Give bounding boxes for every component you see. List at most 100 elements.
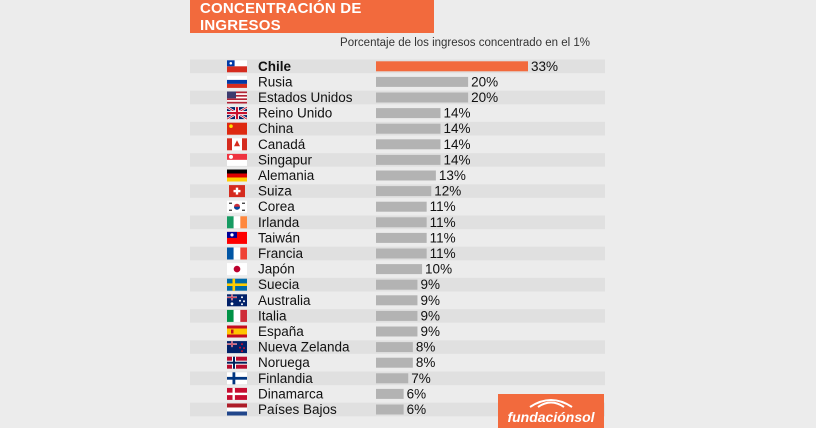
value-label: 7% [411,371,431,386]
chart-row: Suecia 9% [190,277,605,292]
bar [376,357,413,368]
bar [376,295,418,306]
category-label: Canadá [258,137,306,152]
value-label: 11% [430,246,456,261]
value-label: 13% [439,168,466,183]
chile-flag-icon [227,60,247,73]
chart-row: Japón 10% [227,262,452,277]
bar [376,61,528,72]
chart-row: Italia 9% [190,308,605,323]
value-label: 12% [434,184,461,199]
category-label: Nueva Zelanda [258,340,350,355]
value-label: 6% [407,386,427,401]
bar [376,326,418,337]
bar [376,92,469,103]
category-label: Taiwán [258,230,300,245]
chart-row: Australia 9% [227,293,440,308]
bar [376,310,418,321]
category-label: Alemania [258,168,315,183]
usa-flag-icon [227,91,247,104]
chart-title: CONCENTRACIÓN DE INGRESOS [190,0,434,34]
bar [376,76,469,87]
category-label: Reino Unido [258,106,332,121]
fundacionsol-logo: fundaciónsol [498,394,604,428]
france-flag-icon [227,247,247,260]
value-label: 11% [430,230,456,245]
value-label: 11% [430,199,456,214]
bar [376,388,404,399]
chart-row: Noruega 8% [227,355,435,370]
logo-text: fundaciónsol [507,409,595,425]
value-label: 10% [425,262,452,277]
category-label: Australia [258,293,311,308]
category-label: Singapur [258,152,313,167]
russia-flag-icon [227,75,247,88]
chart-row: Irlanda 11% [190,215,605,230]
value-label: 14% [443,106,470,121]
chart-row: Singapur 14% [190,152,605,167]
chart-row: España 9% [227,324,440,339]
bar [376,264,423,275]
value-label: 20% [471,74,498,89]
chart-row: Reino Unido 14% [226,106,471,121]
value-label: 14% [443,137,470,152]
chart-subtitle: Porcentaje de los ingresos concentrado e… [340,37,590,49]
chart-row: Corea 11% [227,199,456,214]
norway-flag-icon [227,356,247,369]
singapore-flag-icon [227,153,247,166]
bar [376,139,441,150]
value-label: 6% [407,402,427,417]
japan-flag-icon [227,263,247,276]
chart-row: Chile 33% [190,59,605,74]
value-label: 8% [416,340,436,355]
eye-logo-icon [529,399,573,408]
new-zealand-flag-icon [227,341,247,354]
value-label: 20% [471,90,498,105]
bar [376,279,418,290]
category-label: Corea [258,199,295,214]
category-label: Irlanda [258,215,300,230]
value-label: 8% [416,355,436,370]
value-label: 9% [420,324,440,339]
category-label: Suecia [258,277,300,292]
bar [376,342,413,353]
korea-flag-icon [227,200,247,213]
category-label: Francia [258,246,304,261]
category-label: Estados Unidos [258,90,353,105]
bar [376,186,432,197]
value-label: 9% [420,277,440,292]
spain-flag-icon [227,325,247,338]
category-label: Noruega [258,355,310,370]
value-label: 11% [430,215,456,230]
value-label: 9% [420,293,440,308]
value-label: 33% [531,59,558,74]
chart-row: China 14% [190,121,605,136]
bar [376,404,404,415]
bar [376,170,436,181]
category-label: España [258,324,304,339]
bar [376,248,427,259]
canada-flag-icon [227,138,247,151]
switzerland-flag-icon [229,185,245,198]
uk-flag-icon [226,106,248,121]
chart-row: Dinamarca 6% [227,386,426,401]
category-label: Italia [258,308,287,323]
category-label: Suiza [258,184,292,199]
chart-row: Estados Unidos 20% [190,90,605,105]
category-label: Dinamarca [258,386,324,401]
ireland-flag-icon [227,216,247,229]
chart-row: Finlandia 7% [190,371,605,386]
denmark-flag-icon [227,387,247,400]
china-flag-icon [227,122,247,135]
bar [376,123,441,134]
category-label: China [258,121,294,136]
bar [376,108,441,119]
chart-row: Alemania 13% [227,168,466,183]
value-label: 14% [443,121,470,136]
category-label: Países Bajos [258,402,337,417]
chart-row: Canadá 14% [227,137,471,152]
netherlands-flag-icon [227,403,247,416]
germany-flag-icon [227,169,247,182]
value-label: 9% [420,308,440,323]
